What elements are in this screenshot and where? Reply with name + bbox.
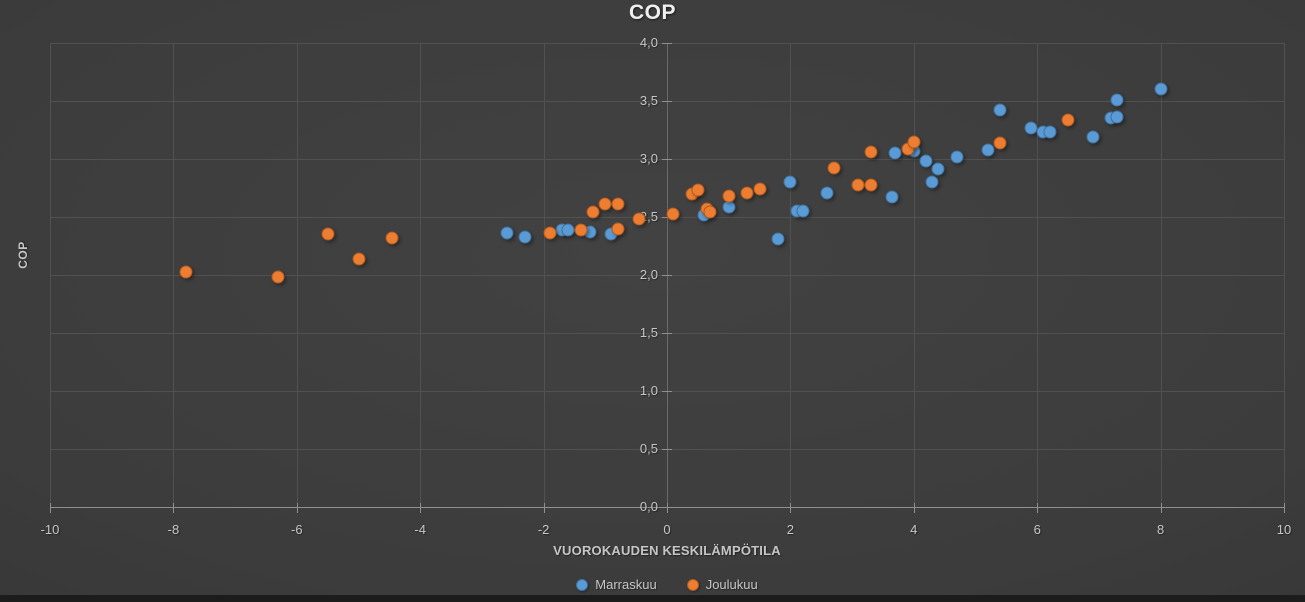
y-tick-mark	[662, 449, 672, 450]
y-tick-mark	[662, 217, 672, 218]
data-point-marraskuu	[1110, 93, 1124, 107]
x-tick-label: 10	[1276, 522, 1292, 537]
y-tick-label: 1,5	[639, 325, 658, 340]
x-tick-label: 4	[910, 522, 918, 537]
data-point-marraskuu	[1043, 125, 1057, 139]
x-tick-mark	[1037, 503, 1039, 513]
data-point-marraskuu	[1024, 121, 1038, 135]
data-point-joulukuu	[827, 161, 841, 175]
y-tick-mark	[662, 507, 672, 508]
data-point-joulukuu	[722, 189, 736, 203]
data-point-joulukuu	[586, 205, 600, 219]
data-point-marraskuu	[950, 150, 964, 164]
y-tick-mark	[662, 101, 672, 102]
data-point-marraskuu	[500, 226, 514, 240]
data-point-joulukuu	[691, 183, 705, 197]
data-point-joulukuu	[632, 212, 646, 226]
data-point-joulukuu	[271, 270, 285, 284]
data-point-joulukuu	[907, 135, 921, 149]
x-tick-mark	[1284, 503, 1285, 513]
y-tick-label: 1,0	[639, 383, 658, 398]
data-point-joulukuu	[1061, 113, 1075, 127]
data-point-joulukuu	[666, 207, 680, 221]
x-tick-mark	[296, 503, 298, 513]
data-point-marraskuu	[931, 162, 945, 176]
data-point-joulukuu	[352, 252, 365, 266]
x-tick-label: 0	[663, 522, 671, 537]
x-tick-label: -2	[537, 522, 550, 537]
x-tick-label: 2	[786, 522, 794, 537]
y-tick-mark	[662, 43, 672, 44]
y-tick-mark	[662, 333, 672, 334]
data-point-joulukuu	[753, 182, 767, 196]
data-point-joulukuu	[740, 186, 754, 200]
legend-item-joulukuu: Joulukuu	[686, 577, 758, 592]
x-tick-mark	[543, 503, 545, 513]
legend-label-joulukuu: Joulukuu	[705, 577, 758, 592]
data-point-marraskuu	[981, 143, 995, 157]
data-point-marraskuu	[993, 103, 1007, 117]
y-tick-label: 2,0	[639, 267, 658, 282]
x-tick-mark	[50, 503, 51, 513]
data-point-joulukuu	[611, 197, 625, 211]
data-point-marraskuu	[885, 190, 899, 204]
y-tick-mark	[662, 159, 672, 160]
x-axis-title: VUOROKAUDEN KESKILÄMPÖTILA	[553, 543, 781, 558]
x-tick-label: 6	[1033, 522, 1041, 537]
legend-item-marraskuu: Marraskuu	[576, 577, 657, 592]
x-tick-label: -10	[40, 522, 60, 537]
data-point-marraskuu	[919, 154, 933, 168]
data-point-joulukuu	[993, 136, 1007, 150]
y-tick-label: 4,0	[639, 35, 658, 50]
data-point-marraskuu	[1086, 130, 1100, 144]
gridline-vertical	[1284, 43, 1285, 507]
chart-title: COP	[628, 1, 676, 24]
data-point-marraskuu	[888, 146, 902, 160]
y-tick-mark	[662, 391, 672, 392]
legend-label-marraskuu: Marraskuu	[595, 577, 657, 592]
data-point-joulukuu	[864, 178, 878, 192]
data-point-marraskuu	[518, 230, 532, 244]
y-tick-label: 0,0	[639, 499, 658, 514]
x-tick-mark	[667, 503, 668, 513]
y-axis-title: COP	[16, 241, 30, 269]
data-point-joulukuu	[321, 227, 335, 241]
x-tick-label: 8	[1156, 522, 1165, 537]
y-tick-mark	[662, 275, 672, 276]
data-point-joulukuu	[543, 226, 557, 240]
data-point-marraskuu	[1154, 82, 1168, 96]
data-point-joulukuu	[851, 178, 865, 192]
x-tick-mark	[790, 503, 792, 513]
data-point-marraskuu	[771, 232, 785, 246]
data-point-marraskuu	[796, 204, 810, 218]
data-point-joulukuu	[598, 197, 612, 211]
x-tick-label: -8	[167, 522, 180, 537]
legend: Marraskuu Joulukuu	[50, 577, 1284, 592]
data-point-marraskuu	[1110, 110, 1124, 124]
x-tick-mark	[420, 503, 422, 513]
x-tick-mark	[913, 503, 915, 513]
data-point-marraskuu	[561, 223, 575, 237]
data-point-marraskuu	[925, 175, 939, 189]
data-point-joulukuu	[864, 145, 878, 159]
y-tick-label: 2,5	[639, 209, 658, 224]
x-tick-label: -6	[291, 522, 303, 537]
data-point-joulukuu	[385, 231, 399, 245]
data-point-marraskuu	[783, 175, 797, 189]
y-tick-label: 3,0	[639, 151, 658, 166]
data-point-joulukuu	[703, 205, 717, 219]
data-point-joulukuu	[574, 223, 588, 237]
data-point-joulukuu	[179, 265, 193, 279]
y-tick-label: 0,5	[639, 441, 658, 456]
bottom-bar	[0, 595, 1305, 602]
x-tick-mark	[1160, 503, 1162, 513]
x-tick-mark	[173, 503, 175, 513]
marraskuu-series-marker-icon	[576, 578, 589, 591]
data-point-marraskuu	[820, 186, 834, 200]
y-tick-label: 3,5	[639, 93, 658, 108]
data-point-joulukuu	[611, 222, 625, 236]
x-tick-label: -4	[414, 522, 426, 537]
joulukuu-series-marker-icon	[686, 578, 699, 591]
